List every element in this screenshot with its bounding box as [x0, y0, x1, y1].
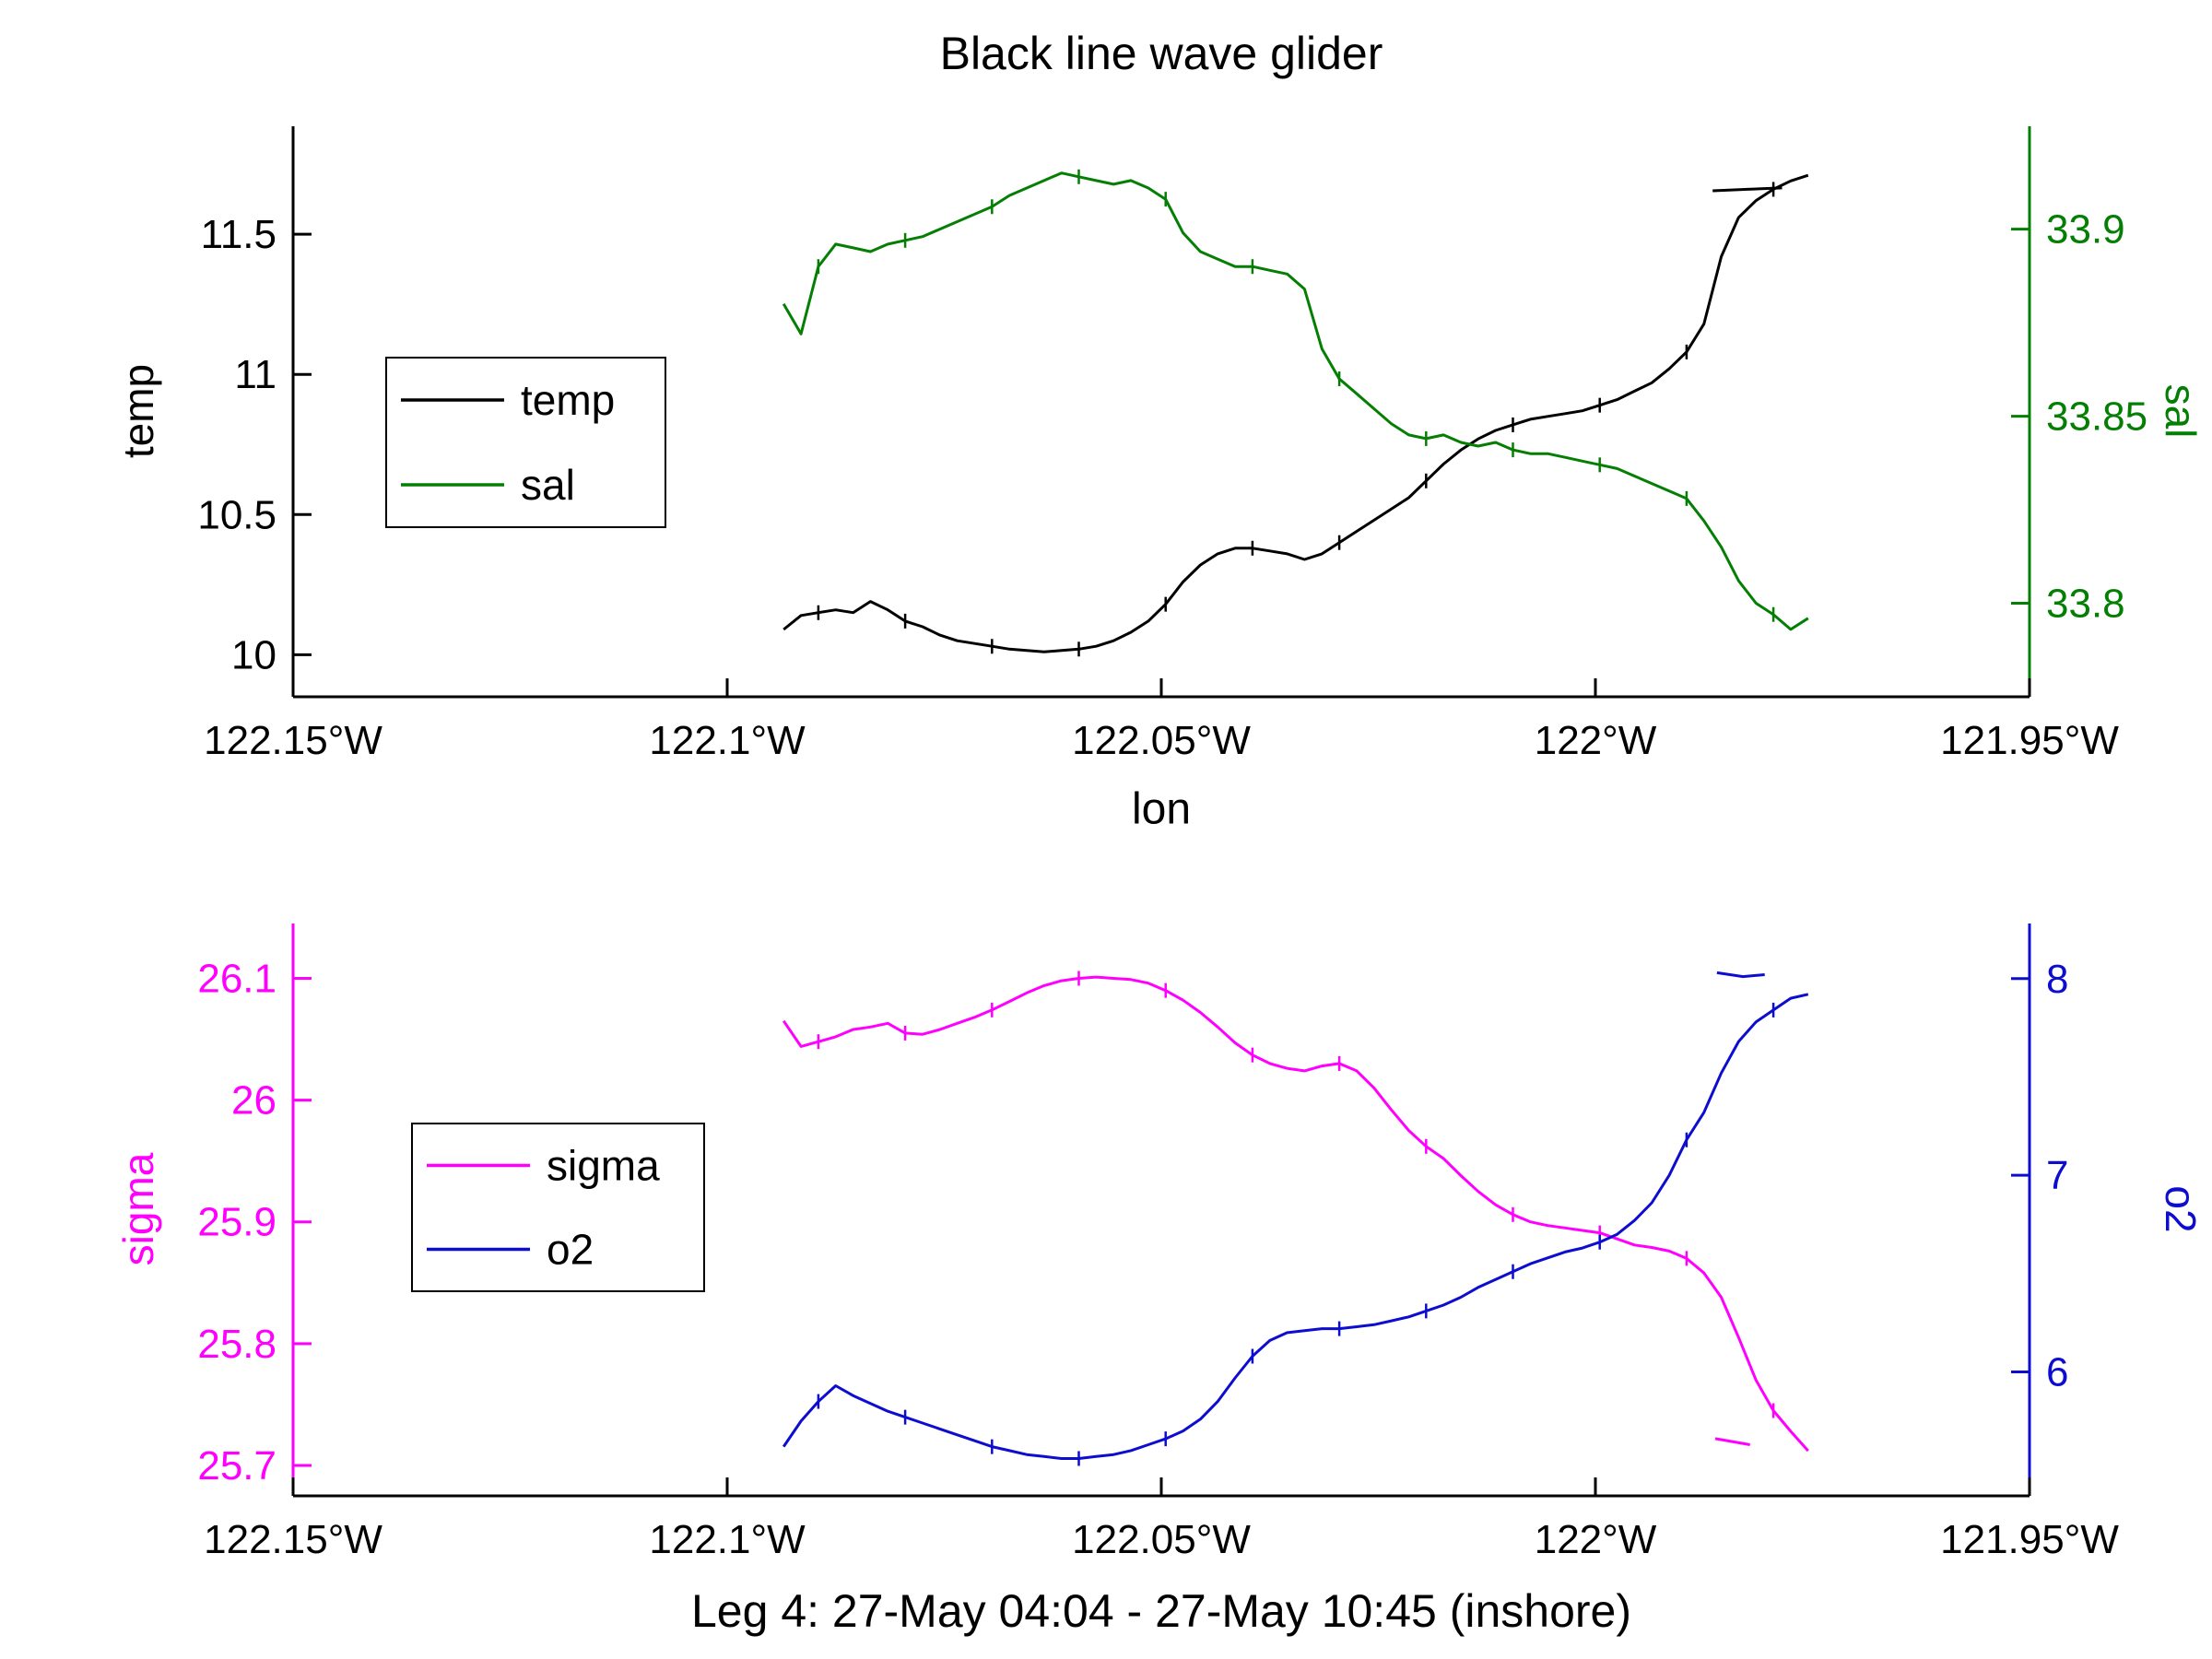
series-o2 — [782, 993, 1809, 1460]
x-tick-label: 122.05°W — [1072, 1517, 1251, 1562]
x-tick-label: 122.1°W — [649, 1517, 806, 1562]
right-y-tick-label: 33.9 — [2046, 207, 2125, 253]
series-sal — [782, 171, 1809, 631]
segment-o2-overlap — [1716, 971, 1765, 979]
y-axis-label-sal: sal — [2157, 383, 2205, 439]
x-tick-label: 121.95°W — [1940, 1517, 2119, 1562]
y-axis-label-o2: o2 — [2157, 1185, 2205, 1233]
left-y-tick-label: 25.7 — [197, 1443, 276, 1488]
x-axis-label-lon: lon — [1131, 784, 1192, 834]
x-tick-label: 122°W — [1535, 1517, 1657, 1562]
x-tick-label: 122.15°W — [204, 718, 382, 763]
legend-label-sal: sal — [521, 461, 575, 509]
left-y-tick-label: 25.8 — [197, 1322, 276, 1367]
legend-label-sigma: sigma — [547, 1142, 660, 1190]
left-y-tick-label: 26 — [231, 1078, 276, 1124]
left-y-tick-label: 11.5 — [201, 212, 276, 257]
left-y-tick-label: 26.1 — [197, 956, 276, 1001]
legend-box — [385, 357, 666, 528]
legend-label-temp: temp — [521, 376, 615, 424]
legend-label-o2: o2 — [547, 1226, 594, 1274]
x-tick-label: 121.95°W — [1940, 718, 2119, 763]
segment-sigma-overlap — [1714, 1437, 1750, 1446]
left-y-tick-label: 10 — [231, 632, 276, 677]
y-axis-label-temp: temp — [114, 363, 162, 459]
chart-title: Black line wave glider — [939, 28, 1383, 79]
left-y-tick-label: 11 — [234, 352, 276, 397]
bottom-chart: 122.15°W 122.1°W 122.05°W 122°W 121.95°W 25.7… — [0, 857, 2212, 1659]
series-sigma — [782, 975, 1809, 1453]
legend-box — [411, 1123, 705, 1292]
top-chart-plot: 122.15°W 122.1°W 122.05°W 122°W 121.95°W 10 10… — [197, 126, 2147, 763]
x-tick-label: 122.1°W — [649, 718, 806, 763]
right-y-tick-label: 33.85 — [2046, 394, 2147, 440]
top-chart: Black line wave glider 122.15°W 122.1°W 12… — [114, 28, 2205, 834]
bottom-caption: Leg 4: 27-May 04:04 - 27-May 10:45 (insh… — [691, 1585, 1631, 1637]
bottom-chart-plot: 122.15°W 122.1°W 122.05°W 122°W 121.95°W 25.7… — [197, 924, 2119, 1562]
right-y-tick-label: 33.8 — [2046, 582, 2125, 627]
series-temp — [782, 173, 1809, 653]
right-y-tick-label: 7 — [2046, 1153, 2068, 1198]
x-tick-label: 122°W — [1535, 718, 1657, 763]
x-tick-label: 122.15°W — [204, 1517, 382, 1562]
left-y-tick-label: 10.5 — [197, 492, 276, 537]
segment-temp-overlap — [1712, 186, 1783, 193]
right-y-tick-label: 6 — [2046, 1350, 2068, 1395]
right-y-tick-label: 8 — [2046, 957, 2068, 1002]
y-axis-label-sigma: sigma — [114, 1152, 162, 1266]
left-y-tick-label: 25.9 — [197, 1200, 276, 1245]
x-tick-label: 122.05°W — [1072, 718, 1251, 763]
